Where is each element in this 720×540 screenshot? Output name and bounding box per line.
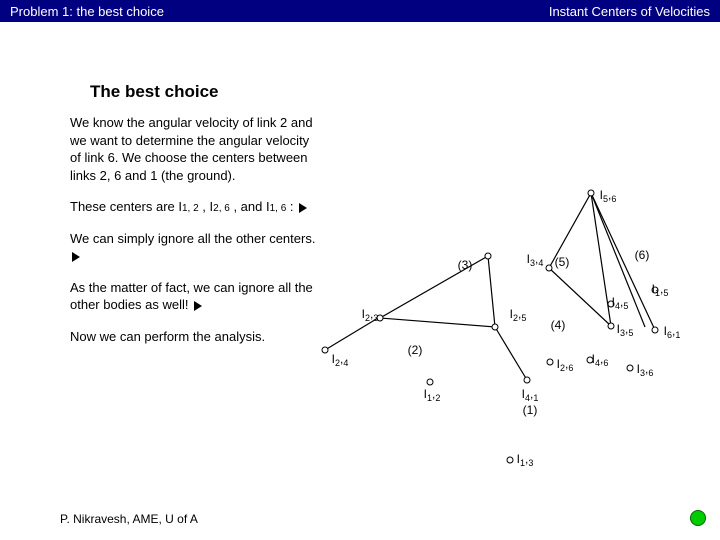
- label-n4: (4): [551, 318, 566, 332]
- label-I12: I1,2: [424, 387, 441, 403]
- label-I26: I2,6: [557, 357, 574, 373]
- point-I12: [427, 379, 434, 386]
- point-I25: [492, 324, 499, 331]
- play-icon[interactable]: [72, 252, 80, 262]
- point-I26: [547, 359, 554, 366]
- para-1: We know the angular velocity of link 2 a…: [70, 114, 320, 184]
- label-n5: (5): [555, 255, 570, 269]
- label-I41: I4,1: [522, 387, 539, 403]
- label-n6: (6): [635, 248, 650, 262]
- label-p2: (2): [408, 343, 423, 357]
- point-I34: [546, 265, 553, 272]
- label-I13: I1,3: [517, 452, 534, 468]
- point-I35: [608, 323, 615, 330]
- label-I61: I6,1: [664, 324, 681, 340]
- label-I46: I4,6: [592, 352, 609, 368]
- label-I25: I2,5: [510, 307, 527, 323]
- para-2: These centers are I1, 2 , I2, 6 , and I1…: [70, 198, 320, 216]
- status-indicator-icon: [690, 510, 706, 526]
- header-right: Instant Centers of Velocities: [549, 4, 710, 19]
- point-I56: [588, 190, 595, 197]
- para-4: As the matter of fact, we can ignore all…: [70, 279, 320, 314]
- para-3: We can simply ignore all the other cente…: [70, 230, 320, 265]
- point-I13: [507, 457, 514, 464]
- label-I15: I1,5: [652, 282, 669, 298]
- label-n1: (1): [523, 403, 538, 417]
- point-I24: [322, 347, 329, 354]
- label-I34: I3,4: [527, 252, 544, 268]
- label-I56: I5,6: [600, 188, 617, 204]
- label-I45: I4,5: [612, 295, 629, 311]
- point-n3: [485, 253, 492, 260]
- mechanism-diagram: I2,4 I2,3 (3) I2,5 I1,2 (2) I3,4 (5) I5,6 (6) I4,5…: [300, 160, 720, 500]
- label-I35: I3,5: [617, 322, 634, 338]
- point-I41: [524, 377, 531, 384]
- header-left: Problem 1: the best choice: [10, 4, 164, 19]
- label-I24: I2,4: [332, 352, 349, 368]
- point-I36: [627, 365, 634, 372]
- play-icon[interactable]: [194, 301, 202, 311]
- point-I61: [652, 327, 659, 334]
- footer-author: P. Nikravesh, AME, U of A: [60, 512, 198, 526]
- para-5: Now we can perform the analysis.: [70, 328, 320, 346]
- label-n3: (3): [458, 258, 473, 272]
- page-title: The best choice: [70, 82, 340, 102]
- label-I23: I2,3: [362, 307, 379, 323]
- label-I36: I3,6: [637, 362, 654, 378]
